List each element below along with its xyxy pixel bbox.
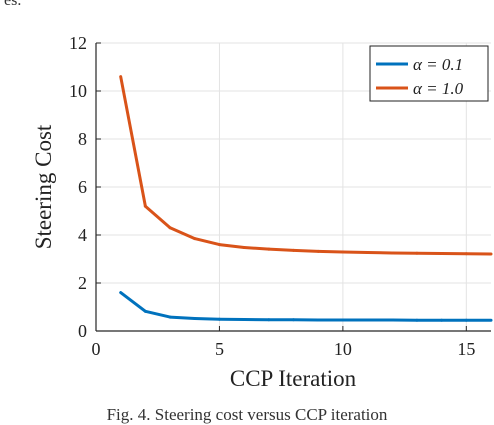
series-segment [294,250,319,251]
y-axis-label: Steering Cost [31,124,56,249]
figure-caption: Fig. 4. Steering cost versus CCP iterati… [0,405,494,425]
series-segment [170,317,195,318]
series-segment [195,319,220,320]
series-segment [269,249,294,250]
y-tick-label: 6 [78,177,87,197]
legend-label-alpha-1-0: α = 1.0 [413,79,464,98]
x-tick-label: 10 [334,339,352,359]
y-tick-label: 0 [78,321,87,341]
y-tick-label: 10 [69,81,87,101]
series-segment [318,251,343,252]
series-segment [244,247,269,249]
legend-label-alpha-0-1: α = 0.1 [413,55,463,74]
x-axis-label: CCP Iteration [230,366,357,391]
y-tick-label: 12 [69,33,87,53]
x-tick-label: 5 [215,339,224,359]
y-tick-label: 2 [78,273,87,293]
x-tick-label: 0 [92,339,101,359]
y-tick-label: 8 [78,129,87,149]
y-tick-label: 4 [78,225,87,245]
legend: α = 0.1 α = 1.0 [370,46,488,101]
x-tick-label: 15 [457,339,475,359]
